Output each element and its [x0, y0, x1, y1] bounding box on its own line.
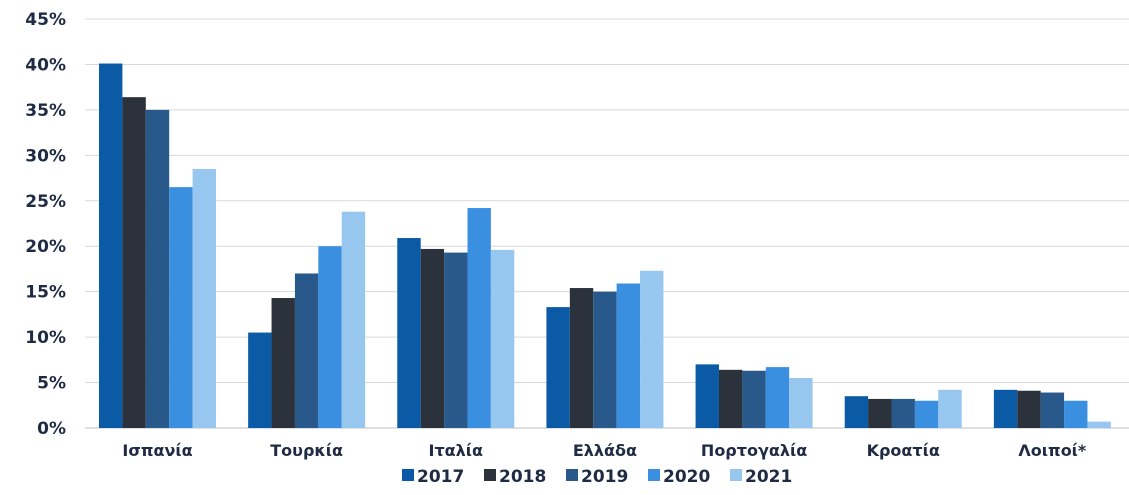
- bar-2018-2: [420, 248, 445, 428]
- y-tick-label: 20%: [25, 237, 66, 257]
- x-category-label: Ιταλία: [429, 441, 484, 460]
- bar-2020-4: [765, 367, 790, 428]
- bar-2018-6: [1017, 390, 1041, 428]
- x-category-label: Κροατία: [867, 441, 940, 460]
- bar-2017-0: [99, 63, 123, 429]
- legend-label: 2021: [745, 467, 792, 487]
- x-category-label: Ισπανία: [122, 441, 192, 460]
- y-tick-label: 25%: [25, 192, 66, 212]
- x-category-label: Τουρκία: [270, 441, 343, 460]
- bar-2019-6: [1040, 392, 1065, 428]
- bar-2021-5: [938, 389, 962, 428]
- bar-2017-4: [695, 364, 719, 428]
- bar-2017-2: [397, 238, 421, 428]
- bar-2019-2: [444, 252, 468, 428]
- y-tick-label: 45%: [25, 10, 66, 30]
- legend: 2017 2018 2019 2020 2021: [402, 467, 792, 487]
- bar-2020-6: [1064, 400, 1088, 428]
- y-tick-label: 30%: [25, 146, 66, 166]
- bar-2020-1: [318, 246, 342, 428]
- legend-swatch: [648, 469, 660, 481]
- bar-2019-1: [294, 273, 319, 428]
- bar-2019-0: [145, 109, 170, 428]
- bar-2017-1: [248, 332, 272, 428]
- bar-2020-2: [467, 208, 491, 428]
- bar-2017-6: [993, 389, 1018, 428]
- legend-label: 2020: [663, 467, 710, 487]
- bar-2021-1: [341, 211, 366, 428]
- bar-2018-3: [569, 288, 594, 428]
- bar-series: [99, 63, 1111, 429]
- legend-label: 2018: [499, 467, 546, 487]
- bar-2021-0: [192, 168, 216, 428]
- bar-2018-0: [122, 97, 146, 429]
- bar-2018-1: [271, 298, 295, 428]
- x-category-label: Ελλάδα: [573, 441, 637, 460]
- y-tick-label: 35%: [25, 101, 66, 121]
- bar-2020-3: [616, 283, 641, 428]
- legend-swatch: [402, 469, 414, 481]
- bar-2021-2: [490, 249, 515, 428]
- bar-2021-4: [789, 378, 813, 428]
- legend-label: 2019: [581, 467, 628, 487]
- legend-swatch: [566, 469, 578, 481]
- bar-2021-6: [1087, 421, 1111, 428]
- y-axis-ticks: 0% 5% 10% 15% 20% 25% 30% 35% 40% 45%: [25, 10, 66, 439]
- x-category-label: Πορτογαλία: [701, 441, 807, 460]
- legend-label: 2017: [417, 467, 464, 487]
- bar-2021-3: [640, 270, 664, 428]
- x-axis-categories: Ισπανία Τουρκία Ιταλία Ελλάδα Πορτογαλία Κροα…: [122, 441, 1087, 460]
- y-tick-label: 10%: [25, 328, 66, 348]
- y-tick-label: 5%: [37, 374, 66, 394]
- bar-2017-5: [844, 396, 869, 428]
- bar-2018-5: [868, 398, 892, 428]
- bar-2019-5: [891, 398, 915, 428]
- bar-2019-3: [593, 291, 617, 428]
- legend-swatch: [730, 469, 742, 481]
- bar-2019-4: [742, 370, 766, 428]
- bar-2017-3: [546, 307, 570, 428]
- bar-2020-5: [914, 400, 939, 428]
- bar-2018-4: [718, 369, 743, 428]
- y-tick-label: 0%: [37, 419, 66, 439]
- y-tick-label: 40%: [25, 55, 66, 75]
- bar-2020-0: [169, 187, 193, 428]
- legend-swatch: [484, 469, 496, 481]
- y-tick-label: 15%: [25, 283, 66, 303]
- x-category-label: Λοιποί*: [1018, 441, 1086, 460]
